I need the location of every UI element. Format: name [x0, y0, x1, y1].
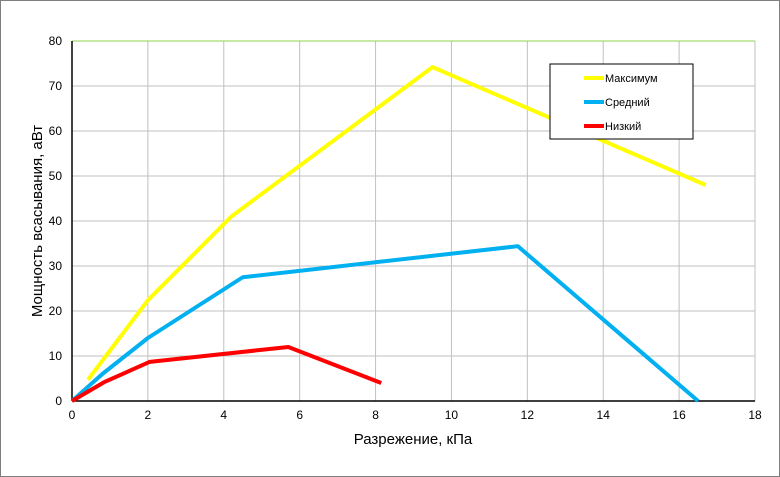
x-tick-label: 16 [672, 408, 686, 422]
x-tick-label: 18 [748, 408, 762, 422]
y-tick-label: 80 [49, 34, 63, 48]
x-tick-label: 8 [372, 408, 379, 422]
x-tick-label: 12 [521, 408, 535, 422]
y-tick-label: 20 [49, 304, 63, 318]
y-axis-label: Мощность всасывания, аВт [29, 125, 46, 317]
x-axis-label: Разрежение, кПа [354, 431, 473, 448]
x-tick-label: 2 [145, 408, 152, 422]
y-tick-label: 40 [49, 214, 63, 228]
x-tick-label: 0 [69, 408, 76, 422]
x-tick-label: 6 [296, 408, 303, 422]
legend-label: Максимум [605, 73, 658, 85]
y-tick-label: 50 [49, 169, 63, 183]
legend: Максимум Средний Низкий [549, 63, 694, 140]
x-tick-label: 10 [445, 408, 459, 422]
x-tick-label: 14 [597, 408, 611, 422]
legend-label: Средний [605, 97, 650, 109]
legend-label: Низкий [605, 121, 641, 133]
x-tick-label: 4 [220, 408, 227, 422]
series-line-0 [86, 65, 707, 382]
y-tick-label: 70 [49, 79, 63, 93]
series-line-2 [70, 345, 382, 403]
y-tick-label: 30 [49, 259, 63, 273]
series-line-1 [70, 244, 700, 403]
tick-labels: 0 2 4 6 8 10 12 14 16 18 0 10 20 30 40 50 60 70 80 [49, 34, 762, 422]
y-tick-label: 10 [49, 349, 63, 363]
y-tick-label: 60 [49, 124, 63, 138]
series-lines [70, 65, 707, 403]
y-tick-label: 0 [55, 394, 62, 408]
